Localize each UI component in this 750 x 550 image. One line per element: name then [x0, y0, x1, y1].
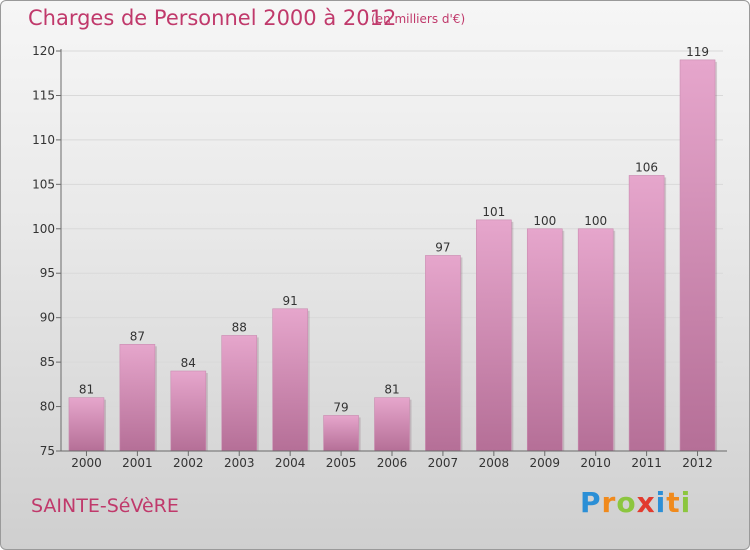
value-label: 79 [333, 400, 348, 414]
value-label: 97 [435, 240, 450, 254]
labels: 75 80 85 90 95 100 105 110 115 120 81 2000 87 2001 84 2… [32, 44, 713, 470]
value-label: 106 [635, 160, 658, 174]
value-label: 119 [686, 45, 709, 59]
bar [577, 228, 614, 452]
value-label: 87 [130, 329, 145, 343]
bar [526, 228, 563, 452]
y-tick-label: 105 [32, 177, 55, 191]
y-tick-label: 90 [40, 311, 55, 325]
x-tick-label: 2012 [682, 456, 713, 470]
bar [425, 255, 461, 452]
y-tick-label: 110 [32, 133, 55, 147]
x-tick-label: 2006 [377, 456, 408, 470]
bar [272, 308, 308, 452]
value-label: 101 [482, 205, 505, 219]
x-tick-label: 2000 [71, 456, 102, 470]
chart-subtitle: (en milliers d'€) [371, 12, 466, 26]
logo-letter: x [636, 486, 656, 519]
logo-letter: i [655, 486, 667, 519]
y-tick-label: 120 [32, 44, 55, 58]
value-label: 100 [533, 214, 556, 228]
axes [56, 49, 727, 456]
bar [679, 59, 716, 452]
value-label: 100 [584, 214, 607, 228]
logo-letter: i [680, 486, 692, 519]
value-label: 81 [79, 383, 94, 397]
x-tick-label: 2005 [326, 456, 357, 470]
value-label: 88 [232, 320, 247, 334]
x-tick-label: 2010 [580, 456, 611, 470]
logo-letter: r [601, 486, 617, 519]
chart-title: Charges de Personnel 2000 à 2012 [28, 6, 397, 30]
x-tick-label: 2003 [224, 456, 255, 470]
bar [68, 397, 105, 452]
bars [68, 59, 718, 452]
bar [221, 335, 258, 452]
grid-lines [61, 50, 723, 408]
x-tick-label: 2009 [529, 456, 560, 470]
value-label: 81 [384, 383, 399, 397]
logo-letter: t [666, 486, 681, 519]
bar [323, 415, 359, 452]
y-tick-label: 115 [32, 88, 55, 102]
y-tick-label: 100 [32, 222, 55, 236]
x-tick-label: 2008 [479, 456, 510, 470]
x-tick-label: 2001 [122, 456, 153, 470]
y-tick-label: 75 [40, 444, 55, 458]
x-tick-label: 2007 [428, 456, 459, 470]
bar [628, 175, 665, 452]
y-tick-label: 80 [40, 400, 55, 414]
y-tick-label: 95 [40, 266, 55, 280]
commune-name: SAINTE-SéVèRE [31, 495, 179, 517]
y-tick-label: 85 [40, 355, 55, 369]
value-label: 91 [283, 294, 298, 308]
x-tick-label: 2002 [173, 456, 204, 470]
x-tick-label: 2004 [275, 456, 306, 470]
bar [374, 397, 410, 452]
logo-letter: o [616, 486, 637, 519]
value-label: 84 [181, 356, 196, 370]
bar [476, 219, 512, 452]
logo-letter: P [580, 486, 602, 519]
x-tick-label: 2011 [631, 456, 662, 470]
bar [170, 370, 207, 452]
bar [119, 344, 156, 452]
proxiti-logo: Proxiti [580, 486, 691, 519]
